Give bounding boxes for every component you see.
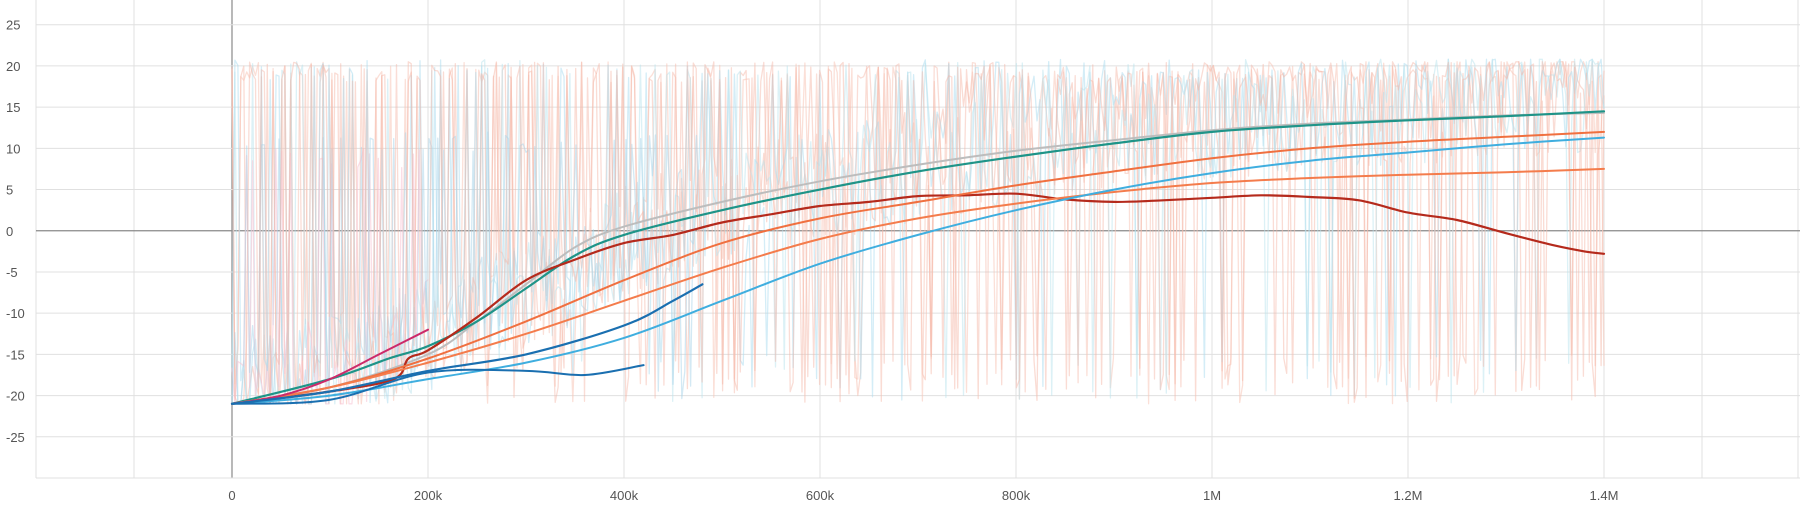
- raw-series-line: [231, 58, 1605, 405]
- x-tick-label: 0: [228, 488, 235, 503]
- y-tick-label: 20: [6, 59, 20, 74]
- y-tick-label: 25: [6, 18, 20, 33]
- smoothed-series-line: [230, 192, 1606, 405]
- y-tick-label: -15: [6, 347, 25, 362]
- y-tick-label: 0: [6, 224, 13, 239]
- raw-series-layer: [231, 58, 1605, 405]
- x-tick-label: 600k: [806, 488, 835, 503]
- y-tick-label: 5: [6, 183, 13, 198]
- smoothed-series-layer: [230, 110, 1606, 405]
- x-tick-label: 400k: [610, 488, 639, 503]
- smoothed-series-line: [231, 328, 429, 405]
- y-tick-label: 15: [6, 100, 20, 115]
- y-tick-label: -10: [6, 306, 25, 321]
- raw-series-line: [231, 61, 1605, 405]
- x-tick-label: 1M: [1203, 488, 1221, 503]
- smoothed-series-line: [231, 130, 1605, 405]
- raw-series-line: [231, 58, 1605, 405]
- smoothed-series-line: [231, 364, 645, 405]
- y-tick-label: -25: [6, 430, 25, 445]
- smoothed-series-line: [231, 136, 1605, 405]
- x-tick-label: 1.2M: [1394, 488, 1423, 503]
- x-tick-label: 800k: [1002, 488, 1031, 503]
- smoothed-series-line: [231, 167, 1605, 405]
- y-tick-label: -5: [6, 265, 18, 280]
- raw-series-line: [231, 131, 704, 405]
- smoothed-series-line: [231, 111, 1605, 405]
- smoothed-series-line: [230, 283, 704, 405]
- smoothed-series-line: [230, 110, 1606, 405]
- x-tick-label: 1.4M: [1590, 488, 1619, 503]
- y-tick-label: 10: [6, 141, 20, 156]
- axis-layer: 0 200k 400k 600k 800k 1M 1.2M 1.4M 25 20 15 10 5 0 -5 -…: [6, 18, 1618, 503]
- x-tick-label: 200k: [414, 488, 443, 503]
- y-tick-label: -20: [6, 389, 25, 404]
- grid-layer: [35, 0, 1800, 479]
